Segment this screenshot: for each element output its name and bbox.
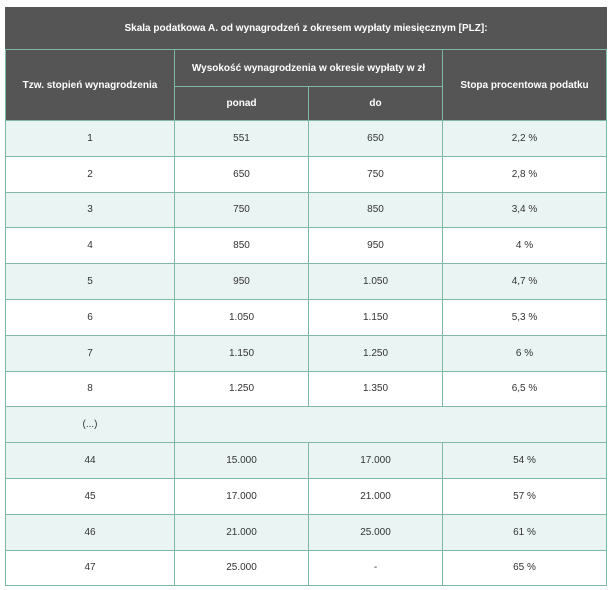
cell-rate: 6 % (442, 334, 607, 372)
table-title: Skala podatkowa A. od wynagrodzeń z okre… (5, 7, 607, 50)
table-row: 7 1.150 1.250 6 % (5, 334, 607, 372)
cell-to: 21.000 (308, 477, 443, 515)
cell-from: 650 (174, 155, 309, 193)
cell-rate: 4,7 % (442, 263, 607, 300)
header-amount-group: Wysokość wynagrodzenia w okresie wypłaty… (174, 49, 443, 87)
cell-rate: 54 % (442, 442, 607, 479)
table-row: 46 21.000 25.000 61 % (5, 513, 607, 551)
cell-from: 750 (174, 191, 309, 229)
cell-level: 4 (5, 227, 175, 265)
cell-to: 1.350 (308, 370, 443, 408)
header-to: do (308, 86, 443, 121)
table-header: Skala podatkowa A. od wynagrodzeń z okre… (5, 7, 607, 121)
cell-rate: 4 % (442, 227, 607, 265)
cell-level: 46 (5, 513, 175, 551)
cell-level: 8 (5, 370, 175, 408)
cell-level: 3 (5, 191, 175, 229)
cell-level-ellipsis: (...) (5, 406, 175, 444)
cell-to: 850 (308, 191, 443, 229)
table-row: 4 850 950 4 % (5, 227, 607, 265)
cell-to: 750 (308, 155, 443, 193)
cell-from: 15.000 (174, 442, 309, 479)
table-row: 6 1.050 1.150 5,3 % (5, 298, 607, 336)
table-row: 2 650 750 2,8 % (5, 155, 607, 193)
cell-level: 6 (5, 298, 175, 336)
cell-to: 950 (308, 227, 443, 265)
table-row: 45 17.000 21.000 57 % (5, 477, 607, 515)
table-row-ellipsis: (...) (5, 406, 607, 444)
cell-from: 850 (174, 227, 309, 265)
cell-to: 1.250 (308, 334, 443, 372)
table-row: 3 750 850 3,4 % (5, 191, 607, 229)
cell-from: 1.250 (174, 370, 309, 408)
cell-to: 17.000 (308, 442, 443, 479)
cell-rate: 61 % (442, 513, 607, 551)
cell-to: 25.000 (308, 513, 443, 551)
table-row: 1 551 650 2,2 % (5, 120, 607, 157)
cell-from: 1.150 (174, 334, 309, 372)
cell-rate: 57 % (442, 477, 607, 515)
cell-rate: 2,8 % (442, 155, 607, 193)
cell-rate: 5,3 % (442, 298, 607, 336)
cell-from: 950 (174, 263, 309, 300)
cell-from: 21.000 (174, 513, 309, 551)
table-row: 8 1.250 1.350 6,5 % (5, 370, 607, 408)
cell-level: 44 (5, 442, 175, 479)
cell-level: 2 (5, 155, 175, 193)
table-row: 5 950 1.050 4,7 % (5, 263, 607, 300)
table-row: 47 25.000 - 65 % (5, 549, 607, 587)
cell-to: 650 (308, 120, 443, 157)
header-rate: Stopa procentowa podatku (442, 49, 607, 121)
cell-to: 1.050 (308, 263, 443, 300)
table-body: 1 551 650 2,2 % 2 650 750 2,8 % 3 750 85… (5, 120, 607, 587)
table-row: 44 15.000 17.000 54 % (5, 442, 607, 479)
header-from: ponad (174, 86, 309, 121)
cell-level: 45 (5, 477, 175, 515)
cell-to: - (308, 549, 443, 587)
cell-from: 551 (174, 120, 309, 157)
cell-level: 1 (5, 120, 175, 157)
cell-level: 47 (5, 549, 175, 587)
cell-rate: 2,2 % (442, 120, 607, 157)
tax-scale-table: Skala podatkowa A. od wynagrodzeń z okre… (5, 7, 607, 587)
cell-from: 17.000 (174, 477, 309, 515)
cell-level: 5 (5, 263, 175, 300)
cell-empty-span (174, 406, 607, 444)
cell-from: 1.050 (174, 298, 309, 336)
cell-rate: 3,4 % (442, 191, 607, 229)
cell-rate: 6,5 % (442, 370, 607, 408)
cell-level: 7 (5, 334, 175, 372)
cell-from: 25.000 (174, 549, 309, 587)
cell-rate: 65 % (442, 549, 607, 587)
header-level: Tzw. stopień wynagrodzenia (5, 49, 175, 121)
cell-to: 1.150 (308, 298, 443, 336)
